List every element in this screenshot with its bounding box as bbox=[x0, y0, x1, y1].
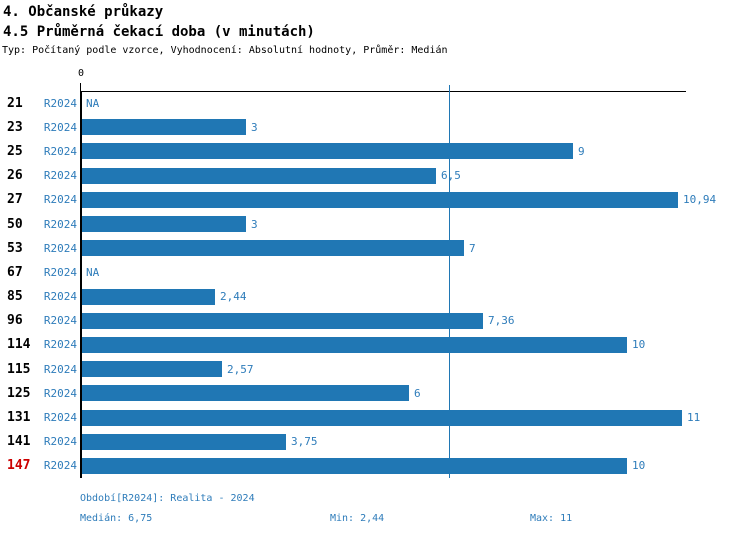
series-label: R2024 bbox=[43, 217, 77, 231]
category-label: 115 bbox=[7, 361, 31, 377]
chart-row: 27 R2024 10,94 bbox=[0, 188, 750, 212]
chart-row: 96 R2024 7,36 bbox=[0, 309, 750, 333]
bar bbox=[82, 288, 215, 305]
bar bbox=[82, 433, 286, 450]
category-label: 27 bbox=[7, 192, 23, 208]
category-label: 25 bbox=[7, 143, 23, 159]
x-axis-zero-tick bbox=[80, 83, 81, 91]
category-label: 141 bbox=[7, 434, 31, 450]
footer-period: Období[R2024]: Realita - 2024 bbox=[80, 493, 255, 504]
value-label: 2,57 bbox=[227, 362, 254, 376]
value-label: 7,36 bbox=[488, 314, 515, 328]
value-label: 6 bbox=[414, 386, 421, 400]
value-label: 10 bbox=[632, 338, 646, 352]
bar bbox=[82, 143, 573, 160]
bar bbox=[82, 312, 483, 329]
value-label: 3 bbox=[251, 120, 258, 134]
series-label: R2024 bbox=[43, 411, 77, 425]
bar bbox=[82, 409, 682, 426]
value-label: 2,44 bbox=[220, 290, 247, 304]
series-label: R2024 bbox=[43, 120, 77, 134]
chart-row: 141 R2024 3,75 bbox=[0, 430, 750, 454]
x-axis-zero-label: 0 bbox=[77, 68, 85, 79]
category-label: 85 bbox=[7, 289, 23, 305]
series-label: R2024 bbox=[43, 241, 77, 255]
chart-row: 25 R2024 9 bbox=[0, 139, 750, 163]
series-label: R2024 bbox=[43, 169, 77, 183]
category-label: 147 bbox=[7, 458, 31, 474]
bar bbox=[82, 336, 627, 353]
chart-row: 147 R2024 10 bbox=[0, 454, 750, 478]
chart-row: 131 R2024 11 bbox=[0, 405, 750, 429]
chart-row: 21 R2024 NA bbox=[0, 91, 750, 115]
category-label: 125 bbox=[7, 385, 31, 401]
series-label: R2024 bbox=[43, 362, 77, 376]
value-label: 7 bbox=[469, 241, 476, 255]
series-label: R2024 bbox=[43, 338, 77, 352]
bar bbox=[82, 119, 246, 136]
bar bbox=[82, 240, 464, 257]
value-label: 10,94 bbox=[683, 193, 717, 207]
category-label: 114 bbox=[7, 337, 31, 353]
category-label: 23 bbox=[7, 119, 23, 135]
median-reference-line bbox=[449, 85, 450, 478]
value-label: 3,75 bbox=[291, 435, 318, 449]
value-label: 11 bbox=[687, 411, 701, 425]
series-label: R2024 bbox=[43, 386, 77, 400]
chart-row: 115 R2024 2,57 bbox=[0, 357, 750, 381]
category-label: 50 bbox=[7, 216, 23, 232]
series-label: R2024 bbox=[43, 435, 77, 449]
na-label: NA bbox=[86, 265, 100, 279]
value-label: 9 bbox=[578, 144, 585, 158]
value-label: 3 bbox=[251, 217, 258, 231]
category-label: 26 bbox=[7, 168, 23, 184]
chart-row: 67 R2024 NA bbox=[0, 260, 750, 284]
category-label: 131 bbox=[7, 410, 31, 426]
x-axis-line bbox=[81, 91, 686, 92]
chart-row: 23 R2024 3 bbox=[0, 115, 750, 139]
category-label: 96 bbox=[7, 313, 23, 329]
chart-row: 114 R2024 10 bbox=[0, 333, 750, 357]
series-label: R2024 bbox=[43, 314, 77, 328]
bar bbox=[82, 167, 436, 184]
chart-row: 85 R2024 2,44 bbox=[0, 285, 750, 309]
bar bbox=[82, 191, 678, 208]
value-label: 10 bbox=[632, 459, 646, 473]
bar bbox=[82, 385, 409, 402]
footer-max: Max: 11 bbox=[530, 513, 573, 524]
category-label: 67 bbox=[7, 264, 23, 280]
chart-title: 4.5 Průměrná čekací doba (v minutách) bbox=[3, 24, 315, 40]
series-label: R2024 bbox=[43, 193, 77, 207]
y-axis-line bbox=[80, 91, 82, 478]
footer-median: Medián: 6,75 bbox=[80, 513, 153, 524]
chart-row: 50 R2024 3 bbox=[0, 212, 750, 236]
chart-row: 125 R2024 6 bbox=[0, 381, 750, 405]
chart-row: 53 R2024 7 bbox=[0, 236, 750, 260]
bar bbox=[82, 457, 627, 474]
bar bbox=[82, 361, 222, 378]
series-label: R2024 bbox=[43, 290, 77, 304]
value-label: 6,5 bbox=[441, 169, 461, 183]
footer-min: Min: 2,44 bbox=[330, 513, 385, 524]
series-label: R2024 bbox=[43, 144, 77, 158]
bar bbox=[82, 216, 246, 233]
series-label: R2024 bbox=[43, 459, 77, 473]
series-label: R2024 bbox=[43, 96, 77, 110]
page-title: 4. Občanské průkazy bbox=[3, 4, 164, 20]
na-label: NA bbox=[86, 96, 100, 110]
category-label: 53 bbox=[7, 240, 23, 256]
category-label: 21 bbox=[7, 95, 23, 111]
series-label: R2024 bbox=[43, 265, 77, 279]
chart-meta-line: Typ: Počítaný podle vzorce, Vyhodnocení:… bbox=[2, 45, 448, 56]
chart-row: 26 R2024 6,5 bbox=[0, 164, 750, 188]
